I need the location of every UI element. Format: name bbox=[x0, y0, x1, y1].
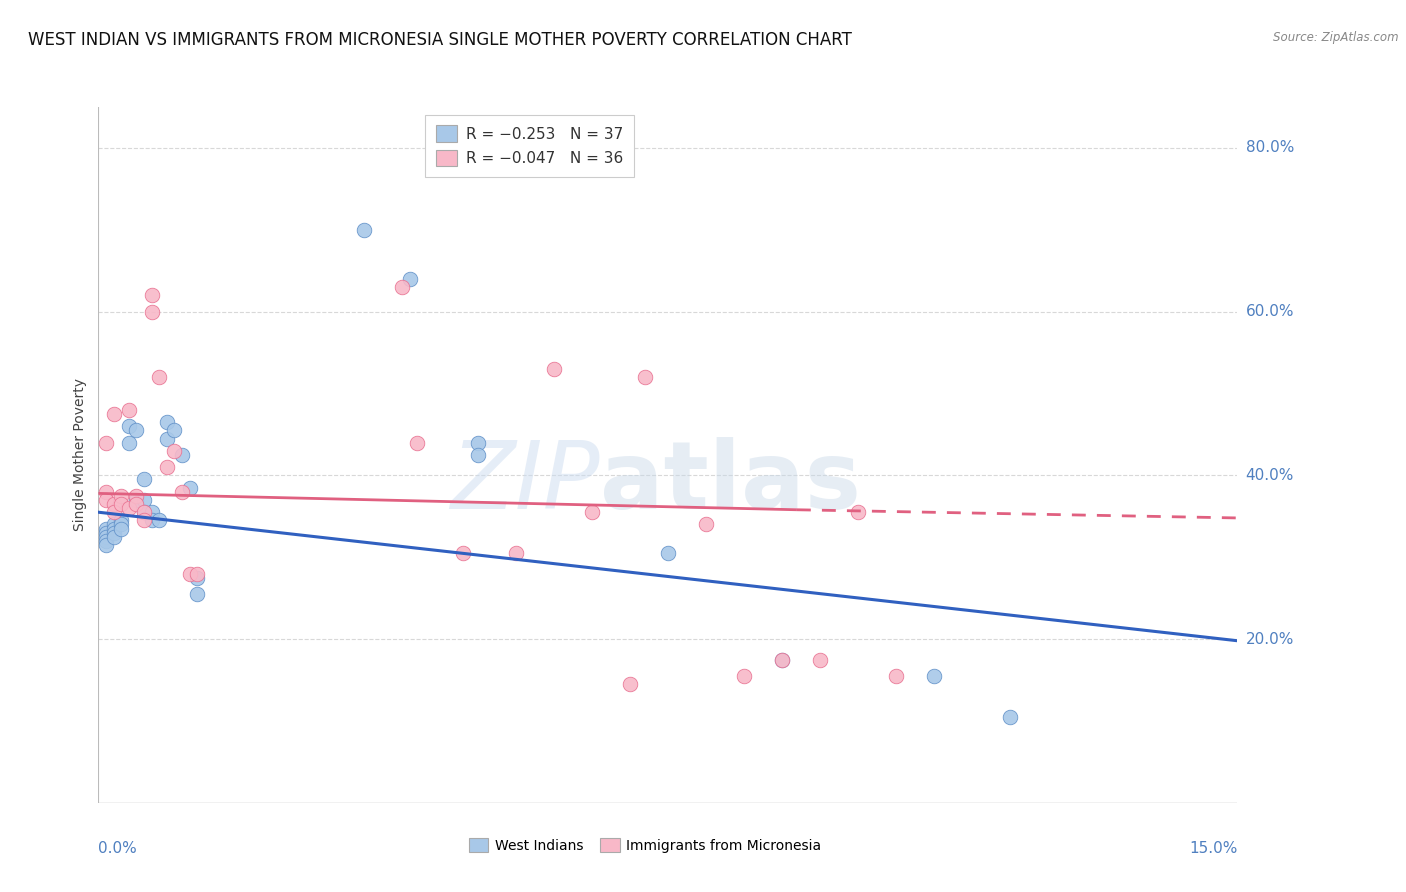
Point bbox=[770, 652, 793, 666]
Point bbox=[505, 546, 527, 560]
Point bbox=[770, 652, 793, 666]
Point bbox=[132, 492, 155, 507]
Point bbox=[118, 435, 141, 450]
Point bbox=[186, 566, 208, 581]
Point bbox=[125, 497, 148, 511]
Point bbox=[110, 489, 132, 503]
Point bbox=[406, 435, 429, 450]
Point bbox=[163, 443, 186, 458]
Point bbox=[581, 505, 603, 519]
Text: 60.0%: 60.0% bbox=[1246, 304, 1294, 319]
Point bbox=[543, 362, 565, 376]
Point bbox=[94, 538, 117, 552]
Point bbox=[141, 513, 163, 527]
Point bbox=[846, 505, 869, 519]
Point bbox=[186, 571, 208, 585]
Point bbox=[103, 407, 125, 421]
Point bbox=[103, 497, 125, 511]
Point bbox=[94, 522, 117, 536]
Point bbox=[125, 489, 148, 503]
Point bbox=[110, 513, 132, 527]
Point bbox=[998, 710, 1021, 724]
Point bbox=[103, 522, 125, 536]
Point bbox=[103, 517, 125, 532]
Point bbox=[141, 288, 163, 302]
Point bbox=[148, 513, 170, 527]
Point bbox=[163, 423, 186, 437]
Point bbox=[94, 533, 117, 548]
Point bbox=[132, 473, 155, 487]
Point bbox=[118, 403, 141, 417]
Text: 15.0%: 15.0% bbox=[1189, 841, 1237, 856]
Point bbox=[733, 669, 755, 683]
Point bbox=[884, 669, 907, 683]
Point bbox=[695, 517, 717, 532]
Point bbox=[94, 530, 117, 544]
Point bbox=[118, 501, 141, 516]
Point bbox=[132, 505, 155, 519]
Point bbox=[451, 546, 474, 560]
Point bbox=[467, 448, 489, 462]
Point bbox=[353, 223, 375, 237]
Point bbox=[148, 370, 170, 384]
Point bbox=[391, 280, 413, 294]
Point bbox=[808, 652, 831, 666]
Point bbox=[132, 513, 155, 527]
Text: 40.0%: 40.0% bbox=[1246, 468, 1294, 483]
Point bbox=[118, 419, 141, 434]
Text: ZIP: ZIP bbox=[450, 437, 599, 528]
Point bbox=[125, 423, 148, 437]
Point bbox=[179, 481, 201, 495]
Text: 0.0%: 0.0% bbox=[98, 841, 138, 856]
Y-axis label: Single Mother Poverty: Single Mother Poverty bbox=[73, 378, 87, 532]
Text: WEST INDIAN VS IMMIGRANTS FROM MICRONESIA SINGLE MOTHER POVERTY CORRELATION CHAR: WEST INDIAN VS IMMIGRANTS FROM MICRONESI… bbox=[28, 31, 852, 49]
Point bbox=[94, 492, 117, 507]
Point bbox=[467, 435, 489, 450]
Point bbox=[657, 546, 679, 560]
Point bbox=[156, 460, 179, 475]
Point bbox=[125, 492, 148, 507]
Point bbox=[179, 566, 201, 581]
Point bbox=[922, 669, 945, 683]
Point bbox=[398, 272, 420, 286]
Point bbox=[94, 484, 117, 499]
Point bbox=[634, 370, 657, 384]
Point bbox=[103, 505, 125, 519]
Text: 20.0%: 20.0% bbox=[1246, 632, 1294, 647]
Point bbox=[186, 587, 208, 601]
Point bbox=[94, 525, 117, 540]
Point bbox=[141, 304, 163, 318]
Point bbox=[103, 525, 125, 540]
Text: Source: ZipAtlas.com: Source: ZipAtlas.com bbox=[1274, 31, 1399, 45]
Point bbox=[170, 484, 193, 499]
Text: atlas: atlas bbox=[599, 437, 860, 529]
Point bbox=[110, 497, 132, 511]
Text: 80.0%: 80.0% bbox=[1246, 140, 1294, 155]
Point bbox=[110, 522, 132, 536]
Legend: West Indians, Immigrants from Micronesia: West Indians, Immigrants from Micronesia bbox=[463, 832, 827, 858]
Point bbox=[141, 505, 163, 519]
Point bbox=[110, 517, 132, 532]
Point bbox=[170, 448, 193, 462]
Point bbox=[132, 505, 155, 519]
Point bbox=[156, 415, 179, 429]
Point bbox=[619, 677, 641, 691]
Point bbox=[94, 435, 117, 450]
Point bbox=[156, 432, 179, 446]
Point bbox=[103, 530, 125, 544]
